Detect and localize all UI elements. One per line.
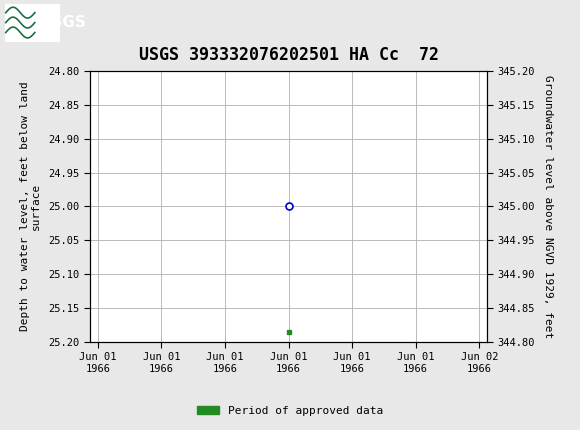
Title: USGS 393332076202501 HA Cc  72: USGS 393332076202501 HA Cc 72 [139,46,438,64]
Bar [5,3,60,42]
Y-axis label: Depth to water level, feet below land
surface: Depth to water level, feet below land su… [20,82,41,331]
Text: USGS: USGS [39,15,86,30]
Legend: Period of approved data: Period of approved data [193,401,387,420]
Y-axis label: Groundwater level above NGVD 1929, feet: Groundwater level above NGVD 1929, feet [543,75,553,338]
